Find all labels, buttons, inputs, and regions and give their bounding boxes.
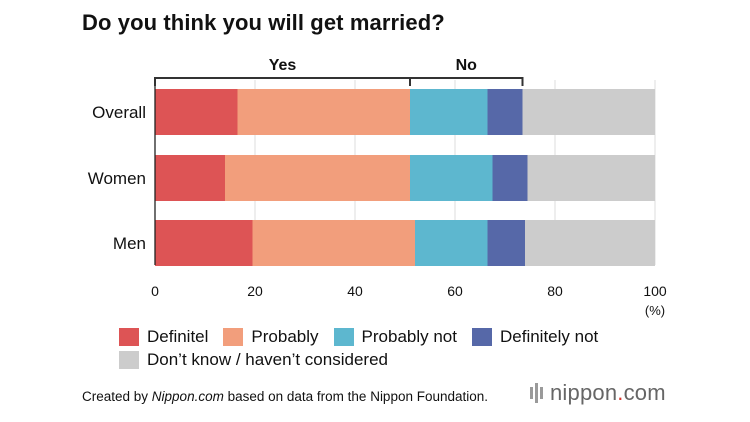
group-label-no: No	[456, 57, 478, 74]
bar-men-0	[155, 220, 253, 266]
group-bracket-yes	[154, 77, 411, 86]
bar-overall-1	[237, 89, 410, 135]
bar-men-1	[252, 220, 415, 266]
bar-overall-2	[410, 89, 488, 135]
legend-swatch-probably	[223, 327, 244, 346]
legend-item-definitely: Definitel	[119, 327, 208, 347]
logo-name: nippon	[550, 380, 618, 405]
category-label-overall: Overall	[92, 103, 146, 122]
legend-label-probably: Probably	[251, 326, 319, 346]
x-tick-label-60: 60	[447, 283, 463, 299]
x-tick-label-0: 0	[151, 283, 159, 299]
bar-men-4	[525, 220, 655, 266]
credit-suffix: based on data from the Nippon Foundation…	[223, 389, 489, 404]
nippon-logo[interactable]: nippon.com	[530, 380, 666, 406]
legend-swatch-definitely	[119, 327, 139, 346]
stacked-bar-chart: Overall Women Men 0 20 40 60 80 100 (%) Yes No	[88, 57, 667, 318]
source-credit: Created by Nippon.com based on data from…	[82, 389, 488, 404]
logo-wordmark: nippon.com	[550, 380, 666, 406]
legend-item-definitely-not: Definitely not	[471, 326, 599, 347]
bar-women-4	[527, 155, 655, 201]
legend-label-probably-not: Probably not	[361, 326, 457, 346]
legend-swatch-definitely-not	[471, 327, 492, 346]
x-tick-label-40: 40	[347, 283, 363, 299]
legend-item-probably: Probably	[223, 326, 319, 347]
bar-men-2	[415, 220, 488, 266]
bar-women-3	[492, 155, 528, 201]
legend-swatch-dont-know	[119, 350, 139, 369]
bar-women-1	[225, 155, 410, 201]
legend-row-1: Definitel Probably Probably not Definite…	[119, 326, 699, 347]
legend-item-dont-know: Don’t know / haven’t considered	[119, 350, 388, 370]
group-label-yes: Yes	[269, 57, 297, 74]
chart-title: Do you think you will get married?	[82, 10, 445, 35]
legend-label-dont-know: Don’t know / haven’t considered	[147, 349, 388, 369]
credit-site: Nippon.com	[151, 389, 224, 404]
credit-prefix: Created by	[82, 389, 152, 404]
x-tick-label-20: 20	[247, 283, 263, 299]
legend-swatch-probably-not	[333, 327, 354, 346]
legend-row-2: Don’t know / haven’t considered	[119, 349, 699, 370]
bar-overall-4	[522, 89, 655, 135]
group-bracket-no	[409, 77, 524, 86]
x-tick-label-80: 80	[547, 283, 563, 299]
bar-men-3	[487, 220, 525, 266]
category-label-men: Men	[113, 234, 146, 253]
bar-women-0	[155, 155, 225, 201]
bar-overall-3	[487, 89, 523, 135]
bar-women-2	[410, 155, 493, 201]
x-tick-label-100: 100	[643, 283, 667, 299]
legend-item-probably-not: Probably not	[333, 326, 457, 347]
legend-label-definitely-not: Definitely not	[499, 326, 599, 346]
logo-bars-icon	[530, 383, 543, 403]
logo-domain: com	[623, 380, 666, 405]
logo-dot: .	[617, 380, 624, 405]
legend-label-definitely: Definitel	[147, 326, 209, 346]
category-label-women: Women	[88, 169, 146, 188]
x-unit-label: (%)	[645, 303, 665, 318]
bar-overall-0	[155, 89, 238, 135]
chart-legend: Definitel Probably Probably not Definite…	[119, 326, 699, 372]
